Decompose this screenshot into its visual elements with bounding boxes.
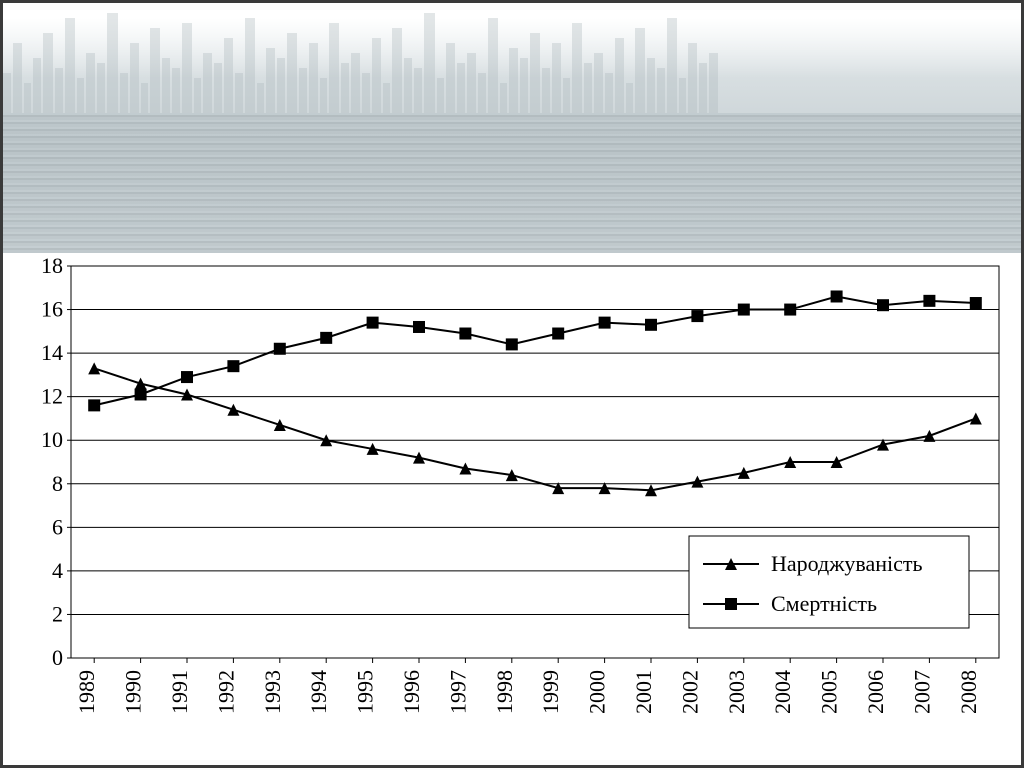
y-tick-label: 6 [52, 514, 63, 539]
marker-square [181, 371, 193, 383]
water-texture [3, 113, 1021, 253]
marker-square [599, 317, 611, 329]
marker-square [413, 321, 425, 333]
marker-square [274, 343, 286, 355]
marker-square [831, 290, 843, 302]
x-tick-label: 1998 [492, 670, 517, 714]
marker-square [738, 304, 750, 316]
slide-frame: 0 2 4 6 8 10 12 14 16 18 1989 1990 1991 1992 1993 1994 1… [0, 0, 1024, 768]
x-tick-label: 1993 [260, 670, 285, 714]
legend-label: Смертність [771, 591, 877, 616]
chart-container: 0 2 4 6 8 10 12 14 16 18 1989 1990 1991 1992 1993 1994 1… [21, 258, 1003, 735]
x-tick-label: 1997 [445, 670, 470, 714]
marker-square [645, 319, 657, 331]
marker-square [459, 328, 471, 340]
x-tick-label: 2002 [677, 670, 702, 714]
x-tick-label: 2007 [909, 670, 934, 714]
marker-square [506, 338, 518, 350]
x-tick-label: 1991 [167, 670, 192, 714]
marker-square [135, 388, 147, 400]
y-tick-label: 4 [52, 558, 63, 583]
x-tick-label: 1999 [538, 670, 563, 714]
y-tick-label: 10 [41, 427, 63, 452]
x-tick-label: 2003 [724, 670, 749, 714]
x-tick-label: 1989 [74, 670, 99, 714]
x-tick-label: 2005 [817, 670, 842, 714]
x-tick-label: 2006 [863, 670, 888, 714]
y-tick-label: 16 [41, 297, 63, 322]
marker-square [923, 295, 935, 307]
x-tick-label: 1996 [399, 670, 424, 714]
marker-square [691, 310, 703, 322]
marker-square [877, 299, 889, 311]
backdrop-gradient [3, 3, 1021, 253]
x-tick-label: 1990 [121, 670, 146, 714]
x-tick-label: 2004 [770, 670, 795, 714]
marker-square [784, 304, 796, 316]
skyline-silhouette [3, 3, 1021, 113]
legend-label: Народжуваність [771, 551, 923, 576]
line-chart: 0 2 4 6 8 10 12 14 16 18 1989 1990 1991 1992 1993 1994 1… [21, 258, 1009, 738]
y-tick-label: 8 [52, 471, 63, 496]
y-tick-label: 14 [41, 340, 63, 365]
x-tick-label: 1995 [353, 670, 378, 714]
x-tick-label: 2000 [585, 670, 610, 714]
x-tick-label: 1994 [306, 670, 331, 714]
marker-square [552, 328, 564, 340]
marker-square [227, 360, 239, 372]
marker-square [970, 297, 982, 309]
x-tick-label: 1992 [213, 670, 238, 714]
marker-square [88, 399, 100, 411]
y-tick-label: 18 [41, 258, 63, 278]
marker-square [320, 332, 332, 344]
y-tick-label: 2 [52, 601, 63, 626]
legend: Народжуваність Смертність [689, 536, 969, 628]
y-tick-label: 0 [52, 645, 63, 670]
x-tick-label: 2008 [956, 670, 981, 714]
x-tick-label: 2001 [631, 670, 656, 714]
y-tick-label: 12 [41, 384, 63, 409]
marker-square [367, 317, 379, 329]
